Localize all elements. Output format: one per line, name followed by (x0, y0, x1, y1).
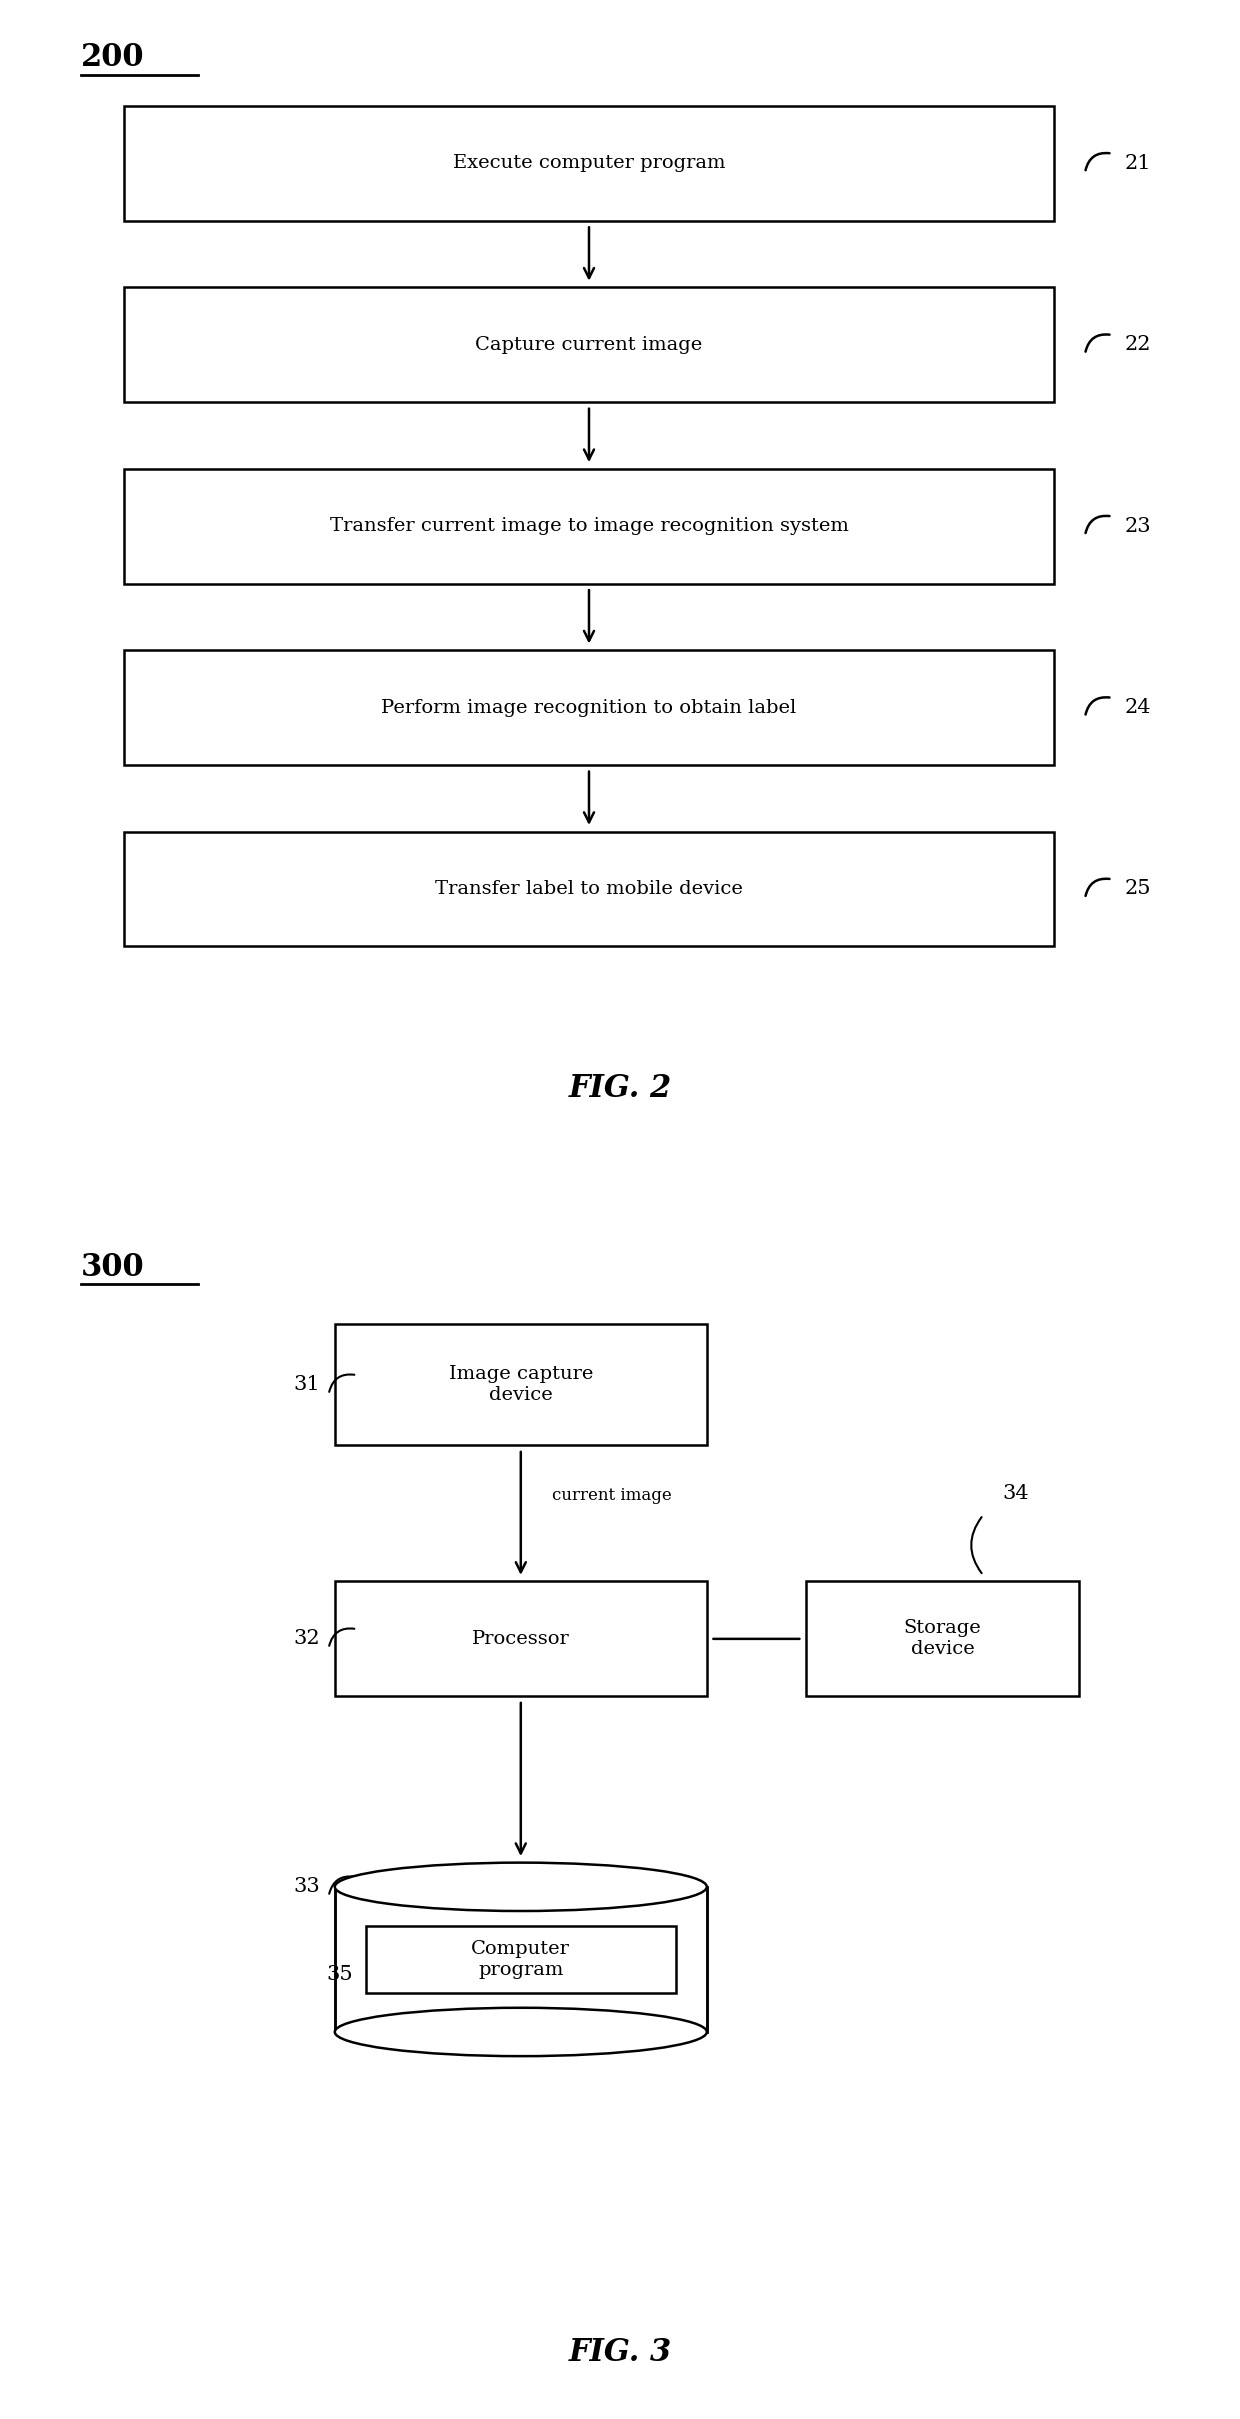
Text: Image capture
device: Image capture device (449, 1364, 593, 1405)
Bar (124, 288, 1054, 402)
Text: Execute computer program: Execute computer program (453, 155, 725, 172)
Bar (806, 1582, 1079, 1696)
Bar (124, 106, 1054, 220)
Text: Processor: Processor (472, 1630, 569, 1647)
Text: Capture current image: Capture current image (475, 336, 703, 353)
Text: FIG. 3: FIG. 3 (568, 2337, 672, 2368)
Ellipse shape (335, 2008, 707, 2056)
Bar (335, 1887, 707, 2032)
Text: FIG. 2: FIG. 2 (568, 1074, 672, 1103)
Text: 34: 34 (1002, 1483, 1028, 1502)
Text: Computer
program: Computer program (471, 1940, 570, 1979)
Ellipse shape (335, 1863, 707, 1911)
Bar (366, 1926, 676, 1993)
Text: 23: 23 (1125, 518, 1151, 535)
Text: 32: 32 (294, 1630, 320, 1647)
Text: 21: 21 (1125, 155, 1151, 172)
Text: 31: 31 (293, 1376, 320, 1393)
Bar (335, 1326, 707, 1447)
Bar (124, 832, 1054, 946)
Text: 300: 300 (81, 1253, 144, 1282)
Bar (335, 1582, 707, 1696)
Text: Transfer current image to image recognition system: Transfer current image to image recognit… (330, 518, 848, 535)
Text: 35: 35 (327, 1964, 353, 1984)
Text: current image: current image (552, 1488, 672, 1505)
Text: 25: 25 (1125, 881, 1151, 897)
Bar (124, 469, 1054, 583)
Text: 200: 200 (81, 44, 144, 73)
Text: 22: 22 (1125, 336, 1151, 353)
Text: Perform image recognition to obtain label: Perform image recognition to obtain labe… (382, 699, 796, 716)
Text: Transfer label to mobile device: Transfer label to mobile device (435, 881, 743, 897)
Bar (124, 651, 1054, 764)
Text: Storage
device: Storage device (904, 1618, 981, 1659)
Text: 33: 33 (293, 1877, 320, 1896)
Text: 24: 24 (1125, 699, 1151, 716)
